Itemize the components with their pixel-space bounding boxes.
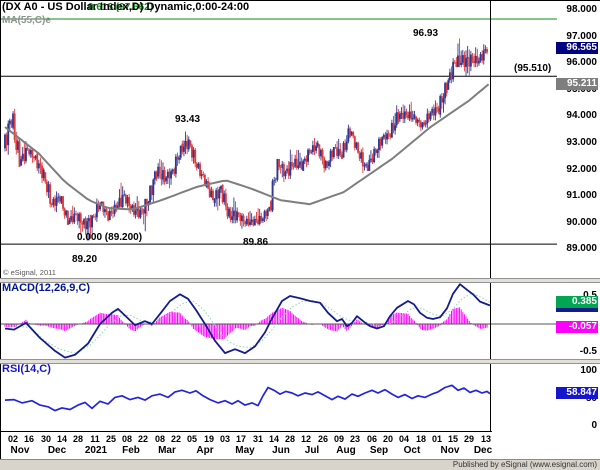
month-label: Sep [369,445,389,456]
price-axis-label: 91.000 [566,190,597,201]
date-tick-label: 03 [219,434,230,444]
date-tick-label: 20 [382,434,393,444]
date-tick-label: 11 [90,434,100,444]
projection-level-label: (95.510) [514,63,552,74]
macd-indicator-label: MACD(12,26,9,C) [2,282,91,294]
date-tick-label: 25 [105,434,116,444]
macd-chart-area[interactable] [0,283,490,359]
month-label: Apr [196,445,214,456]
month-label: Oct [403,445,421,456]
date-tick-label: 28 [72,434,83,444]
month-label: Jul [304,445,320,456]
ma-value-badge: 95.211 [556,78,598,90]
month-label: 2021 [84,445,108,456]
macd-signal-badge: 0.385 [556,296,598,308]
status-bar: Published by eSignal (www.esignal.com) [0,459,600,470]
month-label: Dec [47,445,67,456]
ma-indicator-label: MA(55,C)e [2,15,51,26]
macd-rsi-splitter[interactable] [0,359,600,364]
date-tick-label: 18 [415,434,426,444]
fib-zero-value-label: 89.20 [72,254,98,265]
rsi-axis-low-label: 0 [591,420,597,431]
chart-canvas [0,1,557,459]
price-axis-label: 98.000 [566,4,597,15]
macd-value-badge [556,308,598,312]
publisher-credit: Published by eSignal (www.esignal.com) [452,460,597,469]
month-label: Mar [158,445,176,456]
last-price-badge: 96.565 [556,42,598,54]
date-tick-label: 08 [121,434,132,444]
date-tick-label: 12 [300,434,311,444]
date-tick-label: 14 [268,434,279,444]
fib-zero-label: 0.000 (89.200) [77,232,143,243]
fib-level-label: 0.618 (97.662) [88,2,154,13]
date-tick-label: 22 [170,434,181,444]
date-tick-label: 13 [480,434,491,444]
price-axis-label: 93.000 [566,137,597,148]
macd-axis-low-label: -0.5 [579,346,597,357]
date-tick-label: 15 [447,434,458,444]
month-label: Aug [336,445,356,456]
date-tick-label: 16 [23,434,34,444]
swing-high-mar-label: 93.43 [175,114,201,125]
date-tick-label: 06 [366,434,377,444]
month-label: Nov [10,445,30,456]
date-tick-label: 26 [317,434,328,444]
price-axis-label: 92.000 [566,164,597,175]
price-axis-label: 97.000 [566,31,597,42]
price-axis-label: 94.000 [566,110,597,121]
month-label: Dec [473,445,493,456]
date-tick-label: 02 [7,434,18,444]
rsi-value-badge: 58.847 [556,387,598,399]
price-axis-label: 89.000 [566,243,597,254]
date-tick-label: 19 [203,434,214,444]
price-axis-rail[interactable] [556,1,600,431]
chart-title: (DX A0 - US Dollar Index,D) Dynamic,0:00… [2,1,250,13]
date-axis-rail[interactable] [0,432,490,457]
macd-axis-high-label: 0.5 [556,290,597,302]
month-label: Nov [440,445,460,456]
date-tick-label: 14 [56,434,67,444]
date-tick-label: 08 [154,434,165,444]
date-tick-label: 22 [137,434,148,444]
price-axis-label: 90.000 [566,217,597,228]
price-axis-label: 96.000 [566,57,597,68]
date-tick-label: 28 [284,434,295,444]
price-macd-splitter[interactable] [0,278,600,283]
swing-low-may-label: 89.86 [243,237,269,248]
date-tick-label: 31 [252,434,263,444]
date-tick-label: 30 [40,434,51,444]
month-label: Feb [122,445,140,456]
date-tick-label: 05 [186,434,197,444]
month-label: Jun [272,445,290,456]
date-tick-label: 01 [431,434,442,444]
rsi-chart-area[interactable] [0,364,490,431]
rsi-indicator-label: RSI(14,C) [2,363,51,375]
copyright-watermark: © eSignal, 2011 [3,268,56,277]
date-tick-label: 23 [349,434,360,444]
rsi-axis-high-label: 100 [580,365,597,376]
date-tick-label: 17 [235,434,246,444]
swing-high-nov-label: 96.93 [413,28,439,39]
date-tick-label: 29 [463,434,474,444]
month-label: May [235,445,255,456]
date-tick-label: 09 [333,434,344,444]
macd-histogram-badge: -0.057 [556,321,598,333]
date-tick-label: 04 [398,434,409,444]
price-chart-area[interactable] [0,1,490,278]
